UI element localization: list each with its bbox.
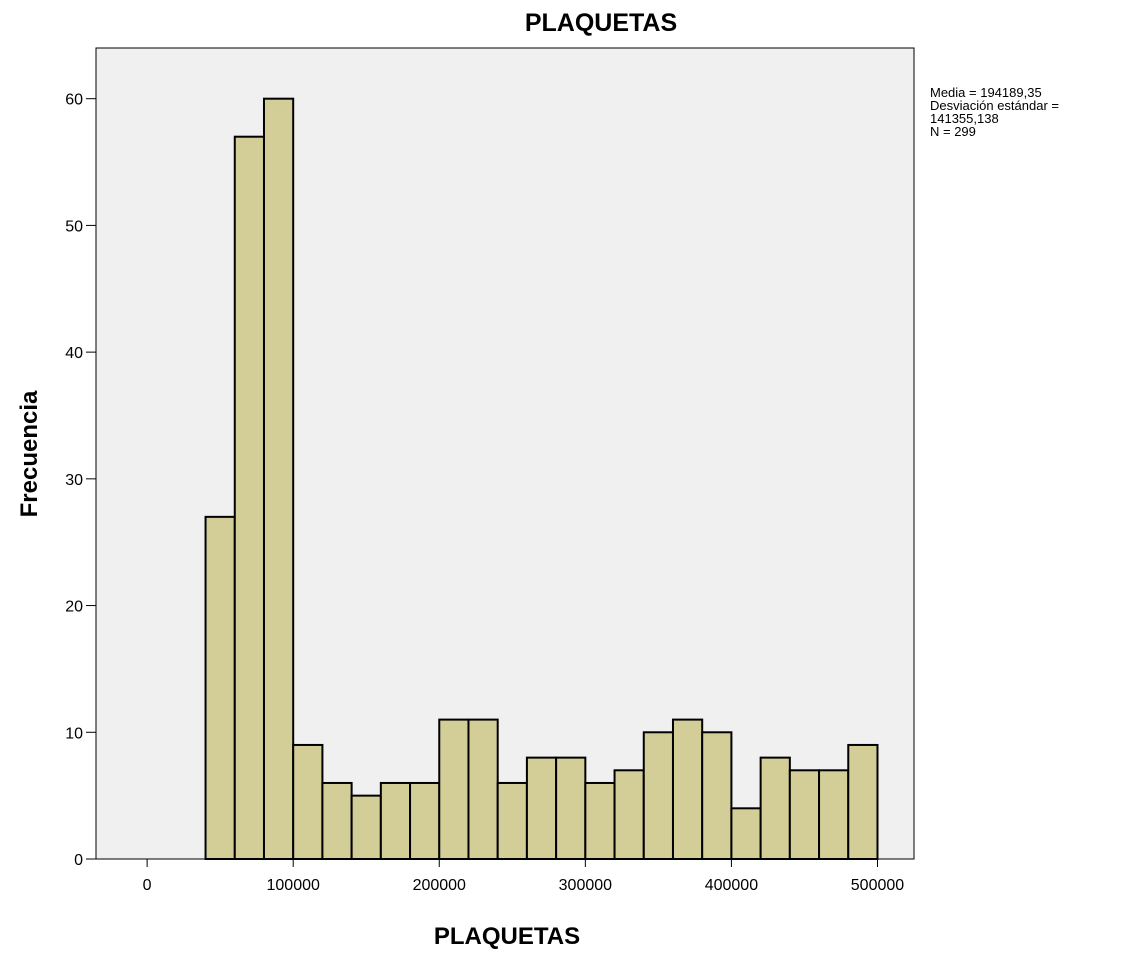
histogram-bar-2 <box>233 135 265 860</box>
histogram-bar-21 <box>788 769 821 860</box>
histogram-bar-3 <box>262 97 295 860</box>
x-tick-label: 400000 <box>705 877 758 894</box>
histogram-bar-13 <box>555 756 587 860</box>
chart-title: PLAQUETAS <box>525 9 677 37</box>
histogram-bar-11 <box>496 781 528 860</box>
histogram-bar-7 <box>379 781 412 860</box>
histogram-bar-14 <box>584 781 616 860</box>
histogram-bar-20 <box>759 756 791 860</box>
y-tick-label: 30 <box>65 472 83 489</box>
histogram-bar-16 <box>642 731 674 860</box>
stats-box: Media = 194189,35 Desviación estándar = … <box>930 86 1059 138</box>
histogram-bar-22 <box>818 769 850 860</box>
histogram-bar-8 <box>409 781 441 860</box>
y-tick-label: 10 <box>65 725 83 742</box>
stats-sd-label: Desviación estándar = <box>930 98 1059 113</box>
y-tick-label: 60 <box>65 92 83 109</box>
y-tick-label: 40 <box>65 345 83 362</box>
histogram-bar-10 <box>467 718 499 860</box>
stats-n: N = 299 <box>930 124 976 139</box>
x-axis: 0 100000 200000 300000 400000 500000 <box>143 859 904 894</box>
histogram-bar-9 <box>438 718 470 860</box>
histogram-bar-19 <box>730 807 762 860</box>
x-tick-label: 300000 <box>559 877 612 894</box>
bars-group <box>204 97 879 860</box>
histogram-bar-1 <box>204 515 236 860</box>
x-tick-label: 200000 <box>413 877 466 894</box>
y-tick-label: 0 <box>74 852 83 869</box>
y-axis: 0 10 20 30 40 50 60 <box>65 92 96 869</box>
histogram-bar-5 <box>321 781 353 860</box>
x-axis-label: PLAQUETAS <box>434 923 580 950</box>
y-axis-label: Frecuencia <box>16 390 43 517</box>
y-tick-label: 50 <box>65 218 83 235</box>
histogram-bar-12 <box>525 756 558 860</box>
histogram-bar-17 <box>671 718 704 860</box>
histogram-bar-15 <box>613 769 645 860</box>
x-tick-label: 100000 <box>267 877 320 894</box>
y-tick-label: 20 <box>65 599 83 616</box>
stats-mean: Media = 194189,35 <box>930 85 1042 100</box>
histogram-bar-4 <box>292 743 324 860</box>
stats-sd-value: 141355,138 <box>930 111 999 126</box>
histogram-bar-18 <box>701 731 733 860</box>
x-tick-label: 500000 <box>851 877 904 894</box>
histogram-bar-6 <box>350 794 382 860</box>
histogram-bar-23 <box>847 743 879 860</box>
x-tick-label: 0 <box>143 877 152 894</box>
